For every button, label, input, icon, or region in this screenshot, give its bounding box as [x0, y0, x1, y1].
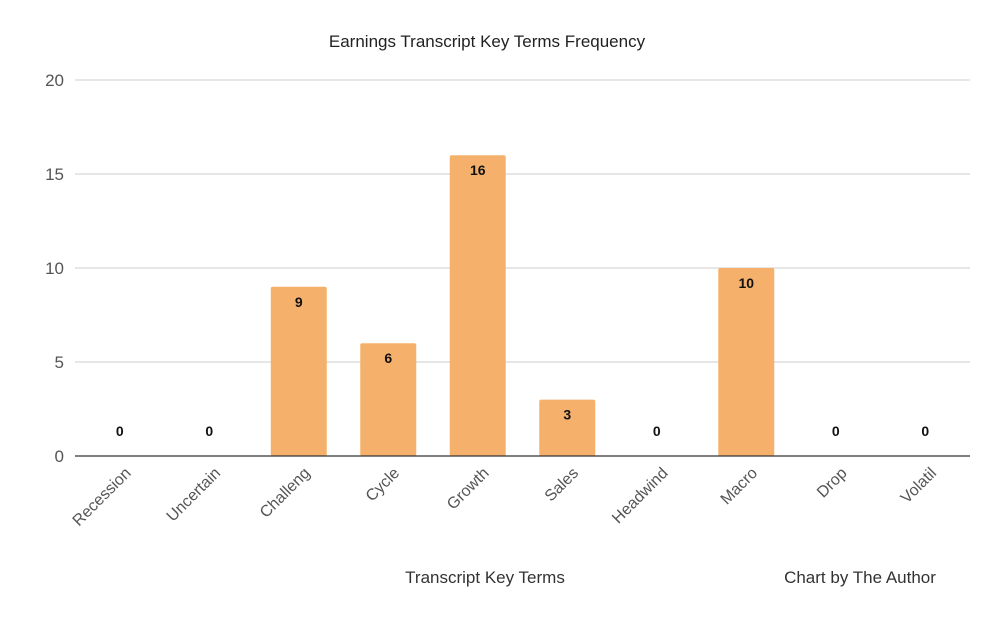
data-label: 0 — [832, 423, 840, 439]
x-tick-label: Volatil — [898, 465, 940, 507]
y-tick-label: 5 — [55, 353, 64, 372]
bar-growth — [449, 155, 506, 456]
x-tick-label: Headwind — [609, 465, 671, 527]
x-tick-label: Challeng — [257, 465, 314, 522]
data-label: 0 — [653, 423, 661, 439]
x-tick-label: Sales — [542, 465, 582, 505]
x-tick-label: Growth — [444, 465, 492, 513]
bar-macro — [718, 268, 775, 456]
chart-credit: Chart by The Author — [784, 568, 936, 587]
data-labels: 0 0 9 6 16 3 0 10 0 0 — [116, 162, 930, 439]
bar-sales — [539, 399, 596, 456]
x-axis-title: Transcript Key Terms — [405, 568, 565, 587]
data-label: 10 — [738, 275, 754, 291]
data-label: 0 — [921, 423, 929, 439]
x-axis-ticks: Recession Uncertain Challeng Cycle Growth Sal… — [70, 465, 940, 530]
y-tick-label: 15 — [45, 165, 64, 184]
data-label: 0 — [116, 423, 124, 439]
x-tick-label: Recession — [70, 465, 135, 530]
y-tick-label: 0 — [55, 447, 64, 466]
x-tick-label: Macro — [718, 465, 762, 509]
data-label: 0 — [205, 423, 213, 439]
bar-cycle — [360, 343, 417, 456]
gridlines — [75, 79, 970, 363]
data-label: 3 — [563, 407, 571, 423]
chart-title: Earnings Transcript Key Terms Frequency — [329, 32, 646, 51]
x-tick-label: Cycle — [363, 465, 403, 505]
data-label: 16 — [470, 162, 486, 178]
bar-challeng — [270, 286, 327, 456]
data-label: 6 — [384, 350, 392, 366]
y-tick-label: 10 — [45, 259, 64, 278]
bars — [270, 155, 775, 456]
data-label: 9 — [295, 294, 303, 310]
y-tick-label: 20 — [45, 71, 64, 90]
x-tick-label: Uncertain — [164, 465, 224, 525]
x-tick-label: Drop — [814, 465, 851, 502]
y-axis-ticks: 0 5 10 15 20 — [45, 71, 64, 466]
